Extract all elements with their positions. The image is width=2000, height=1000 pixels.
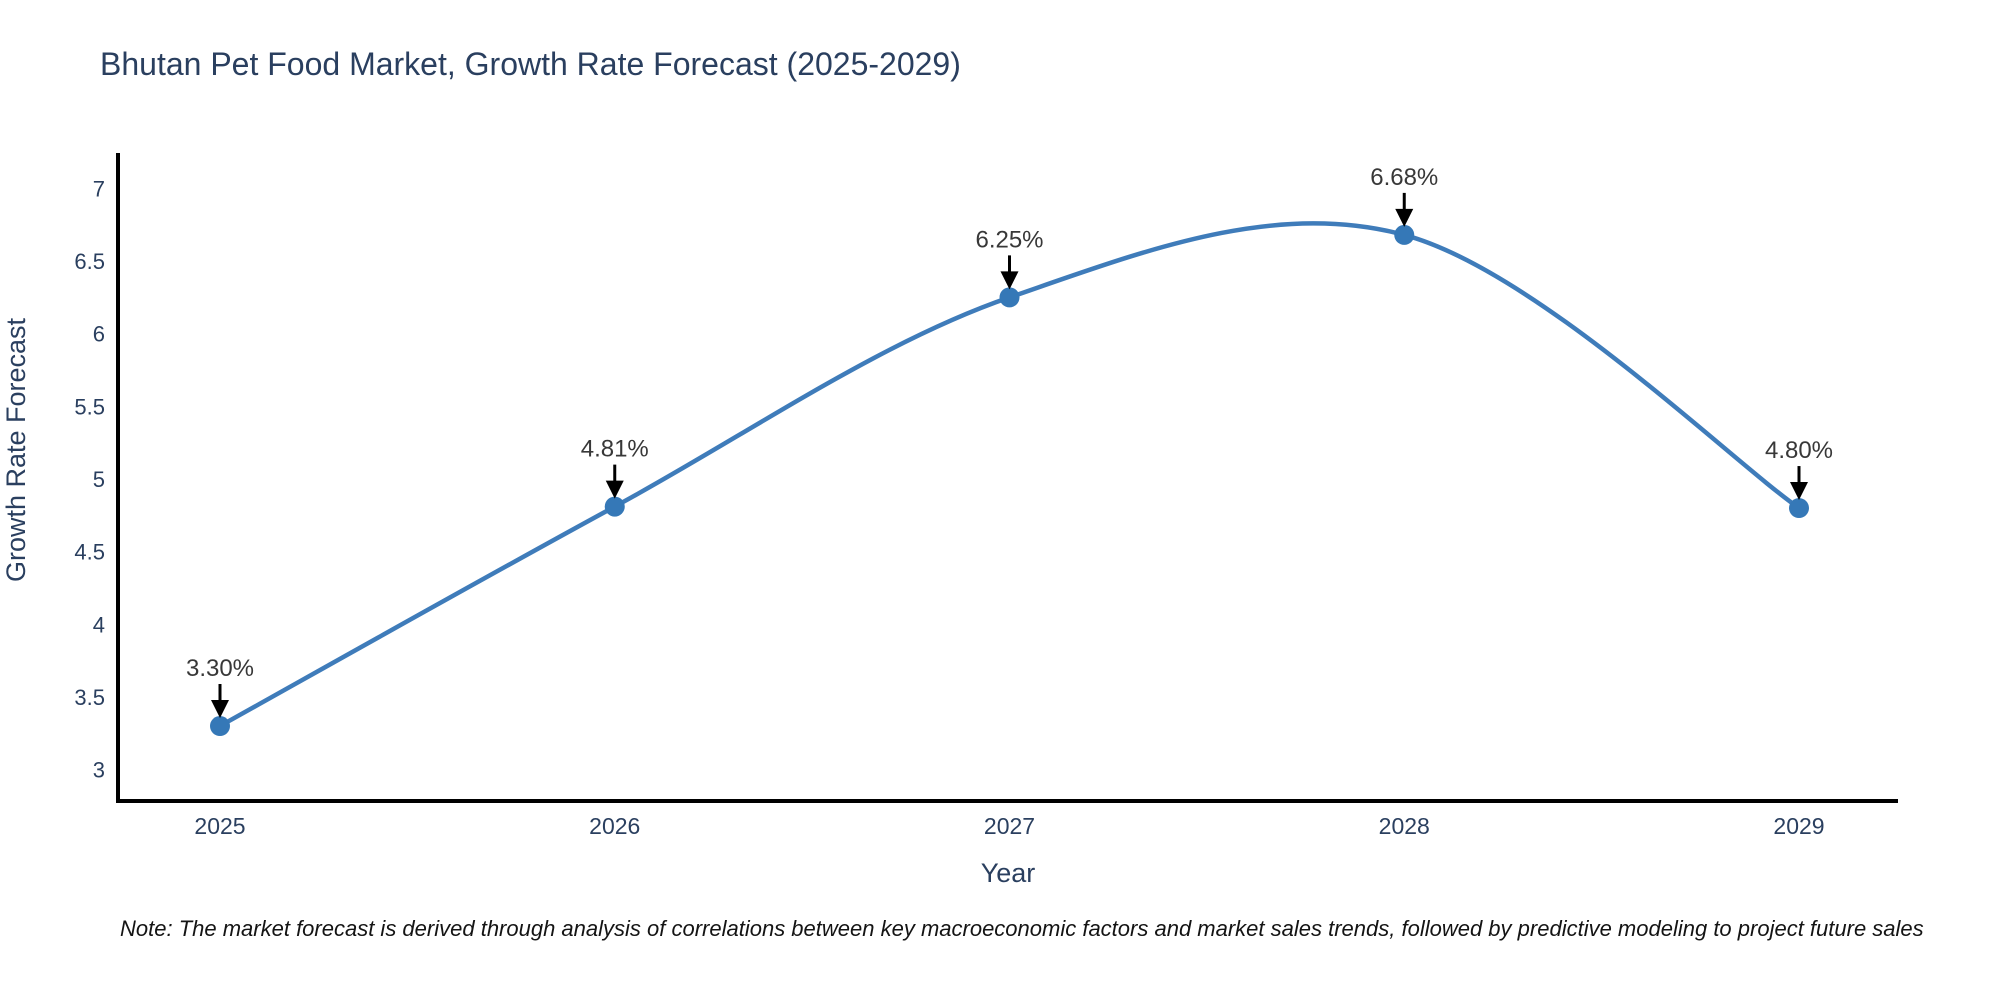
point-label-2029: 4.80% <box>1765 437 1833 464</box>
y-axis-title: Growth Rate Forecast <box>1 317 31 583</box>
y-tick-label-4: 4 <box>93 612 105 637</box>
y-tick-label-6.5: 6.5 <box>74 249 105 274</box>
point-label-2026: 4.81% <box>581 436 649 463</box>
point-label-2028: 6.68% <box>1370 164 1438 191</box>
y-tick-label-3.5: 3.5 <box>74 685 105 710</box>
data-point-2028 <box>1394 224 1415 245</box>
chart-title: Bhutan Pet Food Market, Growth Rate Fore… <box>100 46 961 82</box>
y-tick-label-7: 7 <box>93 176 105 201</box>
x-tick-label-2027: 2027 <box>984 813 1035 839</box>
x-tick-label-2029: 2029 <box>1773 813 1824 839</box>
x-tick-label-2028: 2028 <box>1379 813 1430 839</box>
data-point-2026 <box>604 496 625 517</box>
x-tick-label-2026: 2026 <box>589 813 640 839</box>
annotation-arrowhead-2027 <box>1000 271 1019 290</box>
annotation-arrowhead-2028 <box>1395 208 1414 227</box>
point-label-2027: 6.25% <box>975 226 1043 253</box>
annotation-arrowhead-2029 <box>1790 482 1808 501</box>
data-point-2027 <box>999 287 1020 308</box>
y-tick-label-3: 3 <box>93 758 105 783</box>
point-label-2025: 3.30% <box>186 655 254 682</box>
footnote: Note: The market forecast is derived thr… <box>120 916 1924 941</box>
y-tick-label-5.5: 5.5 <box>74 394 105 419</box>
x-tick-label-2025: 2025 <box>194 813 245 839</box>
x-axis-title: Year <box>980 858 1036 888</box>
annotation-arrowhead-2026 <box>605 480 624 499</box>
data-point-2029 <box>1789 498 1809 519</box>
y-tick-label-4.5: 4.5 <box>74 540 105 565</box>
annotation-arrowhead-2025 <box>211 700 229 719</box>
data-point-2025 <box>210 716 230 737</box>
y-tick-label-5: 5 <box>93 467 105 492</box>
y-tick-label-6: 6 <box>93 322 105 347</box>
